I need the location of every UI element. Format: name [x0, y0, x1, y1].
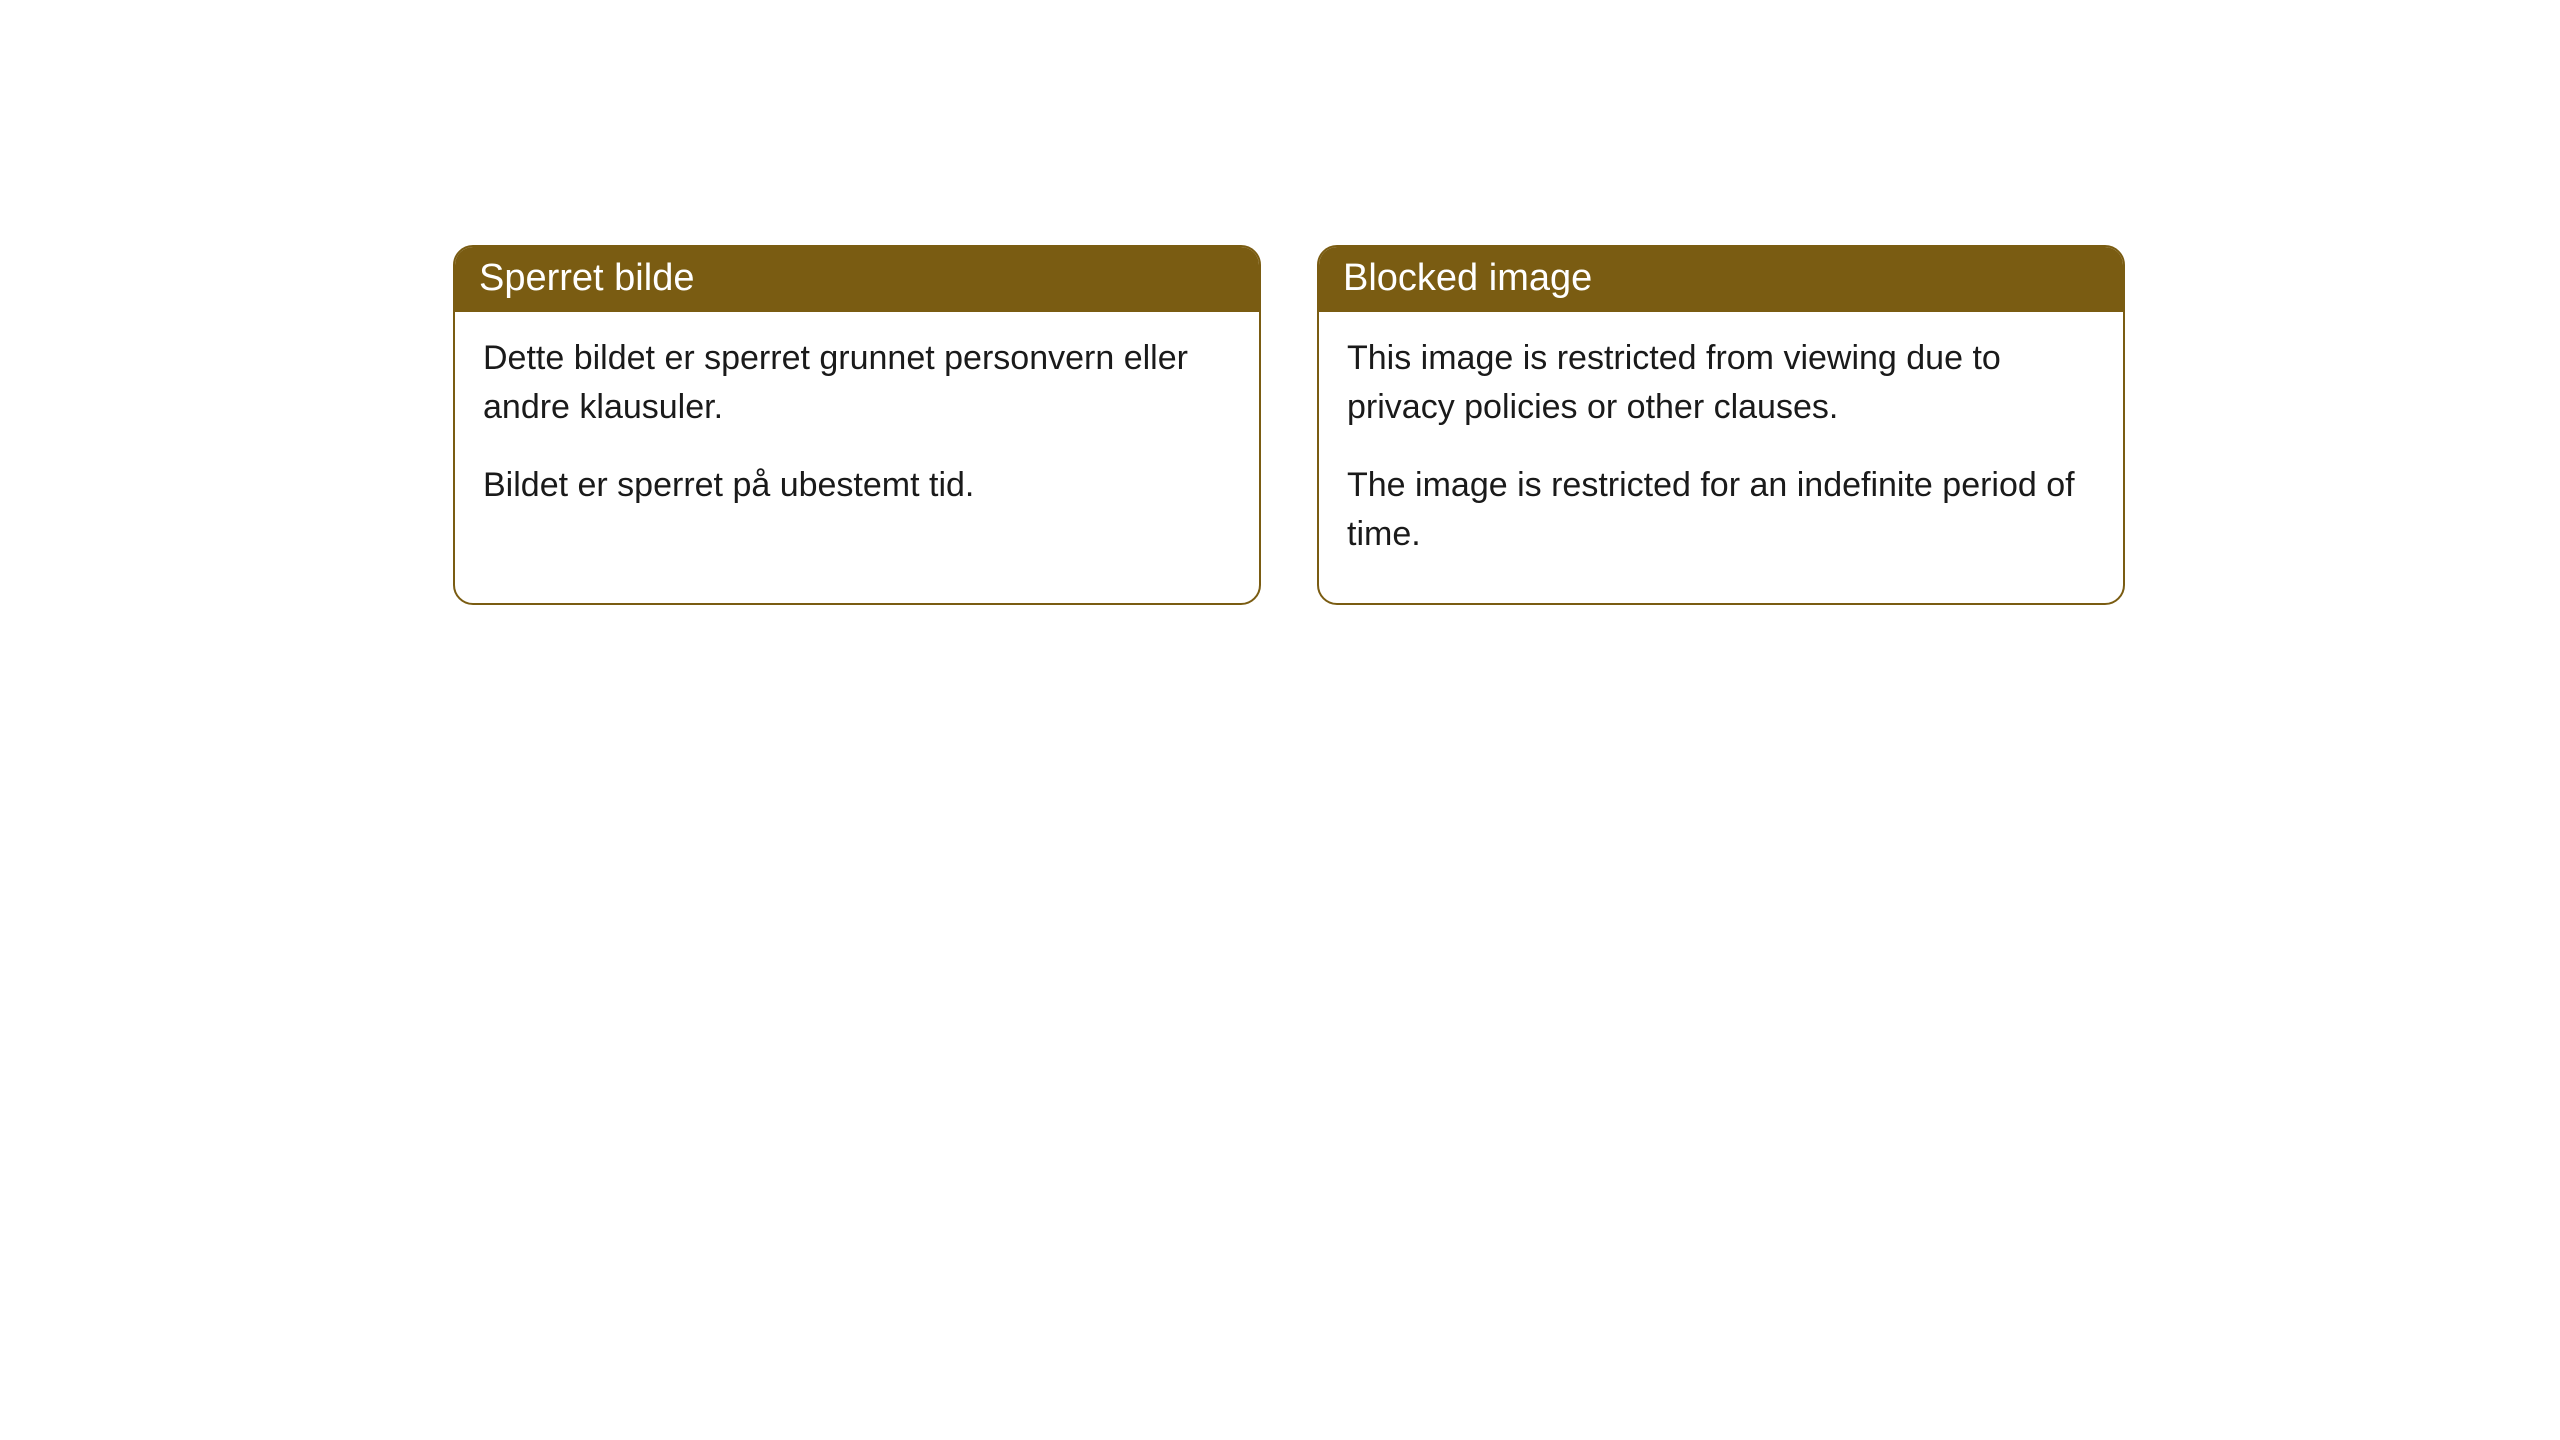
notice-card-english: Blocked image This image is restricted f…: [1317, 245, 2125, 605]
card-body-norwegian: Dette bildet er sperret grunnet personve…: [455, 312, 1259, 554]
card-body-english: This image is restricted from viewing du…: [1319, 312, 2123, 603]
card-title: Sperret bilde: [479, 257, 694, 299]
notice-card-norwegian: Sperret bilde Dette bildet er sperret gr…: [453, 245, 1261, 605]
card-title: Blocked image: [1343, 257, 1592, 299]
card-paragraph-1: This image is restricted from viewing du…: [1347, 334, 2095, 433]
card-paragraph-1: Dette bildet er sperret grunnet personve…: [483, 334, 1231, 433]
card-header-english: Blocked image: [1319, 247, 2123, 312]
card-header-norwegian: Sperret bilde: [455, 247, 1259, 312]
card-paragraph-2: Bildet er sperret på ubestemt tid.: [483, 461, 1231, 510]
notice-cards-container: Sperret bilde Dette bildet er sperret gr…: [453, 245, 2125, 605]
card-paragraph-2: The image is restricted for an indefinit…: [1347, 461, 2095, 560]
